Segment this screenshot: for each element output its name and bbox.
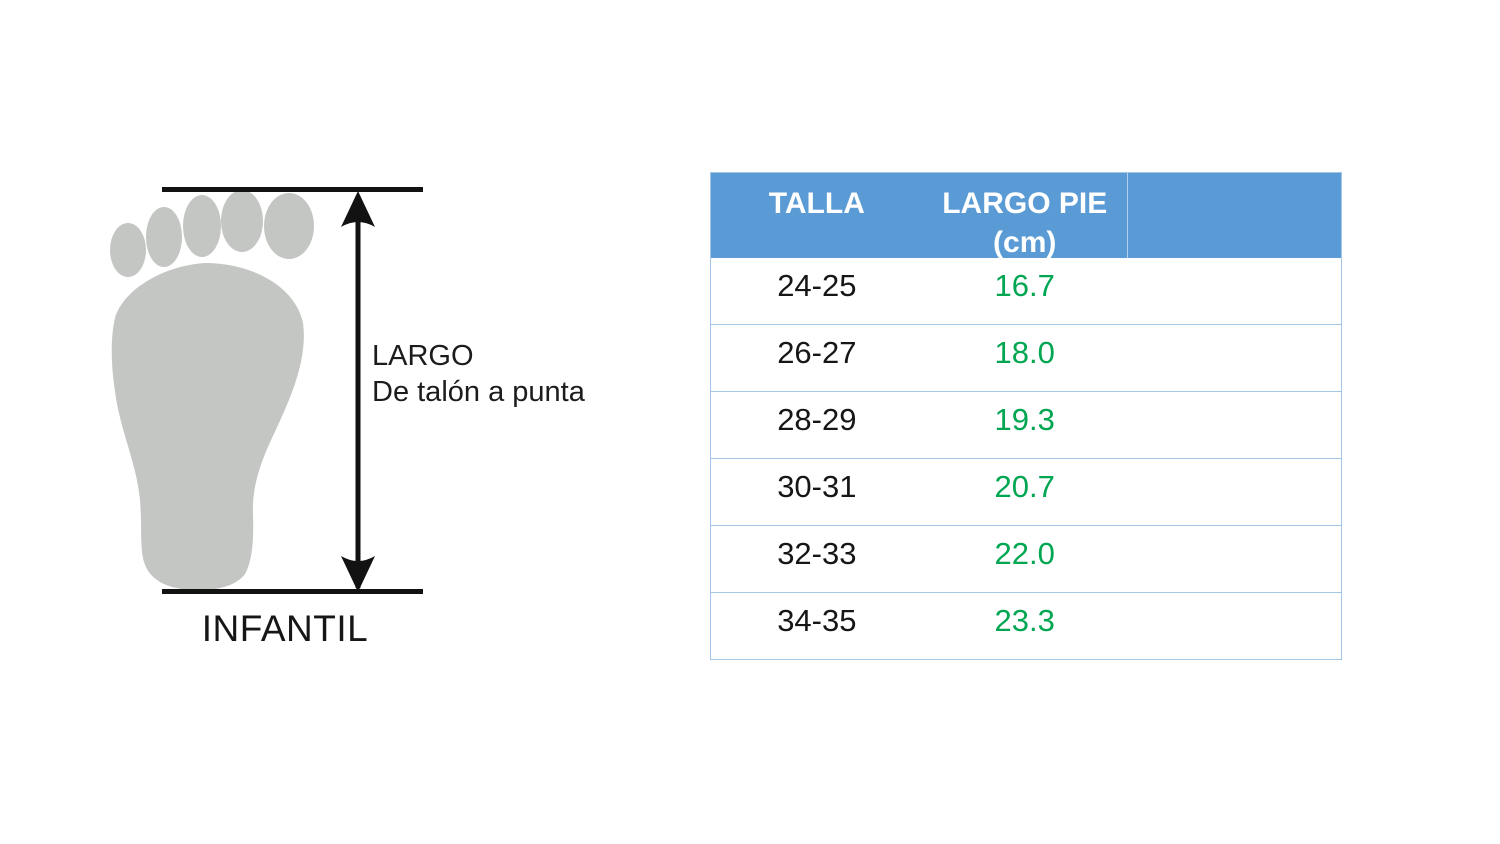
diagram-caption: INFANTIL xyxy=(201,608,369,649)
measurement-lines xyxy=(162,187,423,594)
talla-value: 32-33 xyxy=(777,536,857,571)
foot-measurement-diagram xyxy=(110,187,423,594)
empty-cell xyxy=(1127,459,1341,525)
header-largo-line2: (cm) xyxy=(993,226,1057,259)
header-talla: TALLA xyxy=(768,187,865,220)
talla-value: 24-25 xyxy=(777,268,857,303)
table-header-row: TALLA LARGO PIE (cm) xyxy=(711,173,1341,259)
empty-cell xyxy=(1127,593,1341,659)
measure-label: LARGO De talón a punta xyxy=(372,338,585,410)
table-row: 30-31 20.7 xyxy=(711,459,1341,526)
table-row: 34-35 23.3 xyxy=(711,593,1341,659)
footprint-icon xyxy=(110,190,314,591)
talla-value: 30-31 xyxy=(777,469,857,504)
largo-cm-value: 22.0 xyxy=(994,536,1055,571)
header-largo-line1: LARGO PIE xyxy=(942,187,1108,220)
top-measure-line xyxy=(162,187,423,192)
empty-cell xyxy=(1127,526,1341,592)
largo-cm-value: 18.0 xyxy=(994,335,1055,370)
largo-cm-value: 23.3 xyxy=(994,603,1055,638)
empty-cell xyxy=(1127,325,1341,391)
arrow-up-icon xyxy=(341,191,375,227)
table-row: 24-25 16.7 xyxy=(711,258,1341,325)
talla-value: 34-35 xyxy=(777,603,857,638)
table-row: 32-33 22.0 xyxy=(711,526,1341,593)
talla-value: 28-29 xyxy=(777,402,857,437)
largo-cm-value: 19.3 xyxy=(994,402,1055,437)
header-empty xyxy=(1126,173,1341,258)
largo-cm-value: 16.7 xyxy=(994,268,1055,303)
header-largo-pie: LARGO PIE (cm) xyxy=(923,173,1127,259)
empty-cell xyxy=(1127,258,1341,324)
largo-cm-value: 20.7 xyxy=(994,469,1055,504)
measure-label-line2: De talón a punta xyxy=(372,376,585,408)
arrow-down-icon xyxy=(341,556,375,592)
size-table: TALLA LARGO PIE (cm) 24-25 16.7 26-27 18… xyxy=(710,172,1342,660)
table-row: 26-27 18.0 xyxy=(711,325,1341,392)
empty-cell xyxy=(1127,392,1341,458)
table-row: 28-29 19.3 xyxy=(711,392,1341,459)
measure-label-line1: LARGO xyxy=(372,340,474,372)
talla-value: 26-27 xyxy=(777,335,857,370)
measure-arrow-shaft xyxy=(355,196,361,588)
bottom-measure-line xyxy=(162,589,423,594)
